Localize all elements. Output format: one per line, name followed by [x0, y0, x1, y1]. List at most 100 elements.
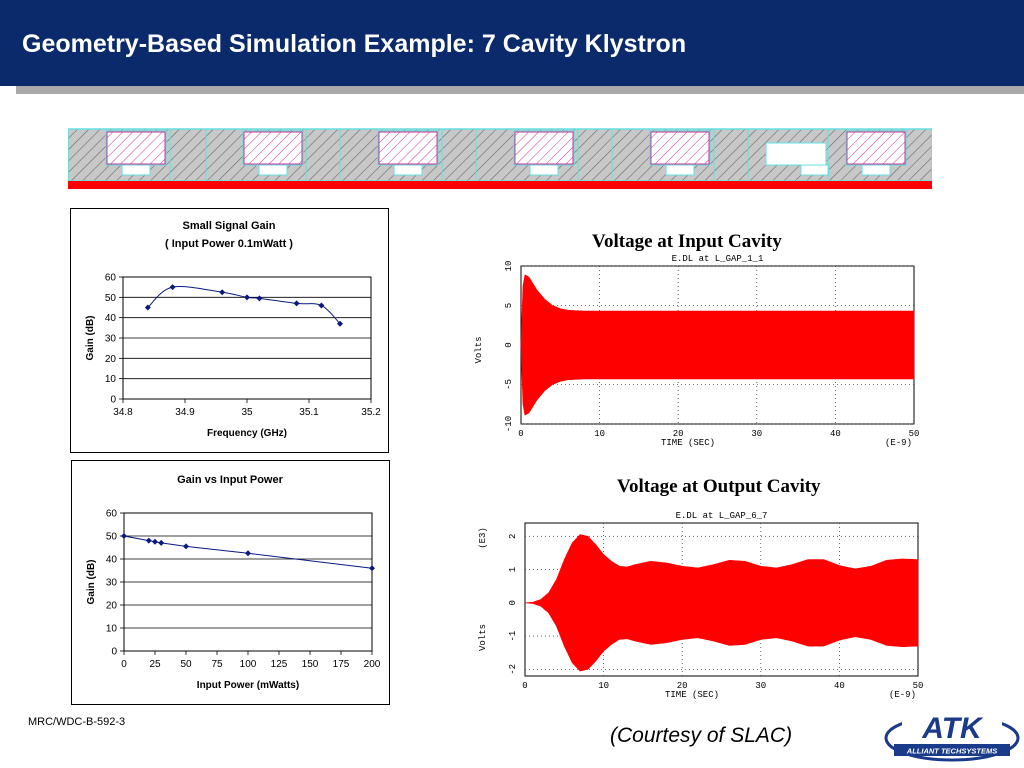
y-tick-label: 0: [110, 395, 116, 406]
data-point: [318, 302, 325, 309]
courtesy-note: (Courtesy of SLAC): [610, 724, 793, 747]
y-tick-label: 40: [106, 555, 118, 566]
cavity-1-outline: [106, 131, 166, 165]
chart-title: Small Signal Gain: [183, 220, 276, 232]
x-axis-label: TIME (SEC): [661, 438, 715, 448]
data-point: [145, 537, 152, 544]
y-axis-label: Volts: [478, 624, 488, 651]
x-tick-label: 35.1: [299, 407, 319, 418]
y-tick-label: -5: [504, 379, 514, 390]
beam-line: [68, 181, 932, 189]
y-tick-label: 10: [105, 374, 117, 385]
x-tick-label: 35.2: [361, 407, 381, 418]
data-point: [293, 300, 300, 307]
logo-text: ATK: [921, 712, 984, 745]
x-tick-label: 200: [364, 659, 381, 670]
logo-subtext: ALLIANT TECHSYSTEMS: [906, 747, 997, 756]
slide-title: Geometry-Based Simulation Example: 7 Cav…: [22, 30, 687, 58]
cavity-gap-6: [800, 164, 830, 176]
x-tick-label: 75: [211, 659, 223, 670]
x-tick-label: 50: [913, 681, 924, 691]
gain-vs-input-power-chart: Gain vs Input Power 0 10 20 30 40 50 60 0 25 50 75 1…: [71, 460, 390, 705]
cavity-gap-2: [258, 164, 288, 176]
cavity-4: [513, 130, 575, 166]
x-tick-label: 50: [180, 659, 192, 670]
cavity-2-outline: [243, 131, 303, 165]
output-cavity-heading: Voltage at Output Cavity: [617, 476, 821, 497]
cavity-3-outline: [378, 131, 438, 165]
x-tick-label: 50: [909, 429, 920, 439]
y-axis-label: Gain (dB): [86, 560, 97, 605]
x-tick-label: 125: [271, 659, 288, 670]
input-cavity-voltage-plot: E.DL at L_GAP_1_1 0 10 20 30 40 50 -10 -5 0 5 10 TIM…: [474, 254, 920, 448]
output-cavity-voltage-plot: E.DL at L_GAP_6_7 0 10 20 30 40 50 -2 -1 0 1 2 TIME …: [478, 511, 924, 700]
klystron-geometry-diagram: [68, 128, 932, 189]
data-point: [169, 284, 176, 291]
x-tick-label: 10: [598, 681, 609, 691]
data-point: [158, 539, 165, 546]
data-point: [244, 294, 250, 301]
cavity-gap-5: [665, 164, 695, 176]
small-signal-gain-chart: Small Signal Gain ( Input Power 0.1mWatt …: [70, 208, 389, 453]
y-tick-label: 50: [106, 532, 118, 543]
x-tick-label: 175: [333, 659, 350, 670]
chart-title: Gain vs Input Power: [177, 474, 283, 486]
cavity-3: [377, 130, 439, 166]
cavity-4-outline: [514, 131, 574, 165]
x-tick-label: 34.8: [113, 407, 133, 418]
y-tick-label: 0: [504, 342, 514, 347]
cavity-6: [765, 142, 827, 166]
x-tick-label: 20: [673, 429, 684, 439]
y-tick-label: 30: [105, 334, 117, 345]
y-tick-label: 0: [508, 600, 518, 605]
data-point: [369, 565, 375, 572]
data-point: [183, 543, 189, 550]
y-tick-label: 40: [105, 313, 117, 324]
cavity-7-outline: [846, 131, 906, 165]
data-point: [121, 533, 127, 539]
x-tick-label: 150: [302, 659, 319, 670]
y-tick-label: 5: [504, 303, 514, 308]
x-tick-label: 0: [522, 681, 527, 691]
input-cavity-heading: Voltage at Input Cavity: [592, 231, 782, 252]
cavity-gap-7: [861, 164, 891, 176]
x-tick-label: 0: [518, 429, 523, 439]
y-axis-unit: (E3): [478, 527, 488, 549]
x-tick-label: 25: [149, 659, 161, 670]
y-tick-label: -1: [508, 631, 518, 642]
chart-subtitle: ( Input Power 0.1mWatt ): [165, 238, 293, 250]
y-tick-label: 10: [106, 624, 118, 635]
x-axis-label: Input Power (mWatts): [197, 680, 299, 691]
data-point: [219, 289, 226, 296]
data-point: [245, 550, 251, 557]
y-tick-label: 20: [105, 354, 117, 365]
y-tick-label: 10: [504, 261, 514, 272]
x-tick-label: 34.9: [175, 407, 195, 418]
data-point: [152, 538, 158, 545]
x-tick-label: 0: [121, 659, 127, 670]
footer-code: MRC/WDC-B-592-3: [28, 716, 126, 728]
x-tick-label: 40: [830, 429, 841, 439]
signal-envelope: [520, 274, 915, 416]
x-tick-label: 100: [240, 659, 257, 670]
y-axis-label: Gain (dB): [85, 316, 96, 361]
y-axis-label: Volts: [474, 336, 484, 363]
cavity-gap-3: [393, 164, 423, 176]
y-tick-label: -10: [504, 416, 514, 432]
y-tick-label: 20: [106, 601, 118, 612]
cavity-5: [649, 130, 711, 166]
x-tick-label: 30: [751, 429, 762, 439]
cavity-5-outline: [650, 131, 710, 165]
x-tick-label: 30: [755, 681, 766, 691]
y-tick-label: 50: [105, 293, 117, 304]
signal-envelope: [524, 534, 919, 672]
y-tick-label: 0: [111, 647, 117, 658]
x-tick-label: 10: [594, 429, 605, 439]
data-point: [144, 304, 151, 311]
cavity-gap-4: [529, 164, 559, 176]
cavity-2: [242, 130, 304, 166]
x-axis-label: Frequency (GHz): [207, 428, 287, 439]
cavity-gap-1: [121, 164, 151, 176]
title-banner: [0, 0, 1024, 86]
data-point: [256, 295, 263, 302]
